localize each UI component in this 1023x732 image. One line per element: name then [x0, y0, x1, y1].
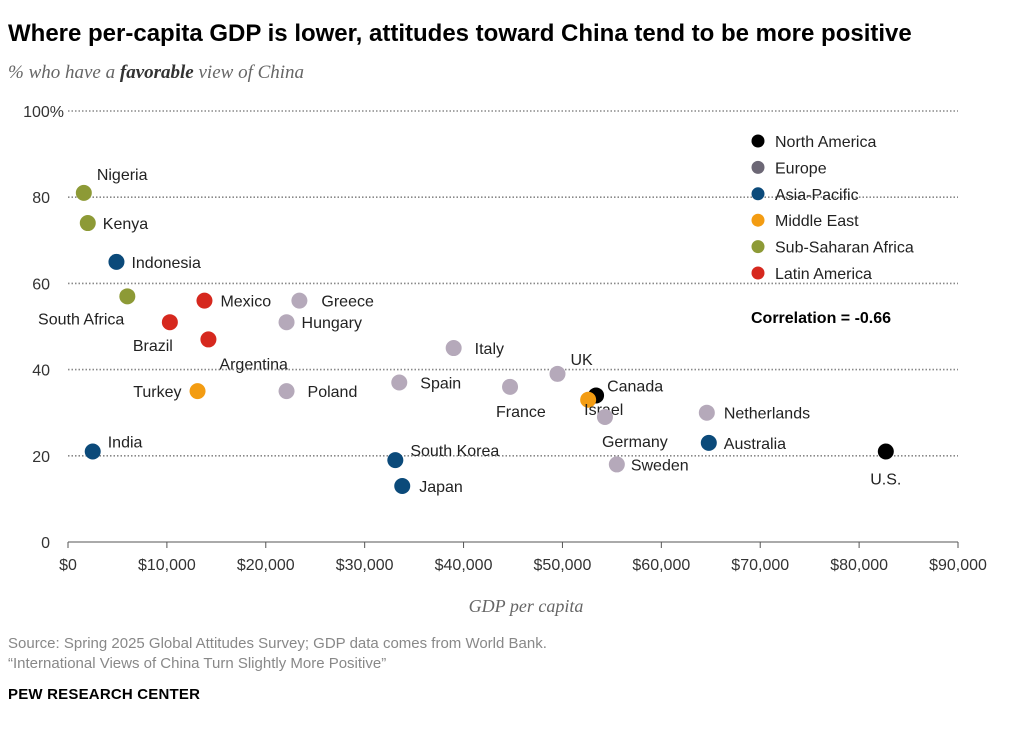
point-label-poland: Poland	[308, 384, 358, 401]
legend-label-north-america: North America	[775, 134, 876, 151]
point-kenya	[79, 215, 96, 232]
point-france	[502, 378, 519, 395]
point-label-netherlands: Netherlands	[724, 406, 810, 423]
point-south-korea	[387, 452, 404, 469]
subtitle-prefix: % who have a	[8, 62, 120, 83]
point-italy	[445, 340, 462, 357]
point-india	[84, 443, 101, 460]
org-name: PEW RESEARCH CENTER	[8, 686, 201, 703]
legend-label-sub-saharan-africa: Sub-Saharan Africa	[775, 240, 914, 257]
x-tick-label: $20,000	[237, 557, 295, 574]
point-u-s	[877, 443, 894, 460]
x-tick-label: $40,000	[435, 557, 493, 574]
legend-label-europe: Europe	[775, 160, 827, 177]
point-australia	[700, 434, 717, 451]
point-label-brazil: Brazil	[133, 338, 173, 355]
x-tick-label: $90,000	[929, 557, 987, 574]
point-label-indonesia: Indonesia	[131, 255, 200, 272]
chart-title: Where per-capita GDP is lower, attitudes…	[8, 20, 912, 47]
point-label-germany: Germany	[602, 434, 668, 451]
point-label-south-africa: South Africa	[38, 311, 124, 328]
point-label-italy: Italy	[475, 341, 504, 358]
x-tick-label: $80,000	[830, 557, 888, 574]
x-tick-label: $0	[59, 557, 77, 574]
x-tick-label: $70,000	[731, 557, 789, 574]
point-poland	[278, 383, 295, 400]
legend-marker-north-america	[751, 134, 765, 148]
point-south-africa	[119, 288, 136, 305]
point-label-turkey: Turkey	[133, 384, 181, 401]
x-tick-label: $60,000	[632, 557, 690, 574]
point-label-india: India	[108, 434, 143, 451]
report-title: “International Views of China Turn Sligh…	[8, 655, 387, 672]
y-tick-label: 100%	[23, 104, 64, 121]
x-tick-label: $50,000	[534, 557, 592, 574]
legend-label-asia-pacific: Asia-Pacific	[775, 187, 859, 204]
point-netherlands	[698, 404, 715, 421]
point-uk	[549, 365, 566, 382]
legend-marker-sub-saharan-africa	[751, 240, 765, 254]
subtitle-suffix: view of China	[193, 62, 305, 83]
source-note: Source: Spring 2025 Global Attitudes Sur…	[8, 634, 547, 674]
x-tick-label: $10,000	[138, 557, 196, 574]
point-label-hungary: Hungary	[302, 315, 362, 332]
legend-marker-asia-pacific	[751, 187, 765, 201]
point-label-sweden: Sweden	[631, 457, 689, 474]
scatter-chart: 0 20 40 60 80 100% $0 $10,000 $20,000 $30,000 $40,…	[23, 104, 987, 616]
point-indonesia	[108, 253, 125, 270]
point-label-argentina: Argentina	[219, 356, 288, 373]
point-sweden	[608, 456, 625, 473]
legend-label-latin-america: Latin America	[775, 266, 872, 283]
point-nigeria	[75, 184, 92, 201]
source-text: Source: Spring 2025 Global Attitudes Sur…	[8, 635, 547, 652]
y-tick-label: 60	[32, 276, 50, 293]
point-spain	[391, 374, 408, 391]
point-mexico	[196, 292, 213, 309]
point-label-uk: UK	[571, 352, 594, 369]
point-label-mexico: Mexico	[220, 294, 271, 311]
x-axis-title: GDP per capita	[469, 596, 584, 616]
legend-marker-middle-east	[751, 213, 765, 227]
point-japan	[394, 477, 411, 494]
point-label-u-s: U.S.	[870, 471, 901, 488]
legend-marker-europe	[751, 160, 765, 174]
point-label-south-korea: South Korea	[410, 443, 499, 460]
legend-marker-latin-america	[751, 266, 765, 280]
point-label-france: France	[496, 404, 546, 421]
y-tick-label: 80	[32, 190, 50, 207]
correlation-annotation: Correlation = -0.66	[751, 310, 891, 327]
point-label-greece: Greece	[321, 294, 374, 311]
point-brazil	[161, 314, 178, 331]
point-hungary	[278, 314, 295, 331]
point-label-nigeria: Nigeria	[97, 167, 148, 184]
point-turkey	[189, 383, 206, 400]
point-argentina	[200, 331, 217, 348]
y-tick-label: 0	[41, 535, 50, 552]
point-israel	[580, 391, 597, 408]
x-tick-label: $30,000	[336, 557, 394, 574]
point-label-australia: Australia	[724, 436, 786, 453]
legend-label-middle-east: Middle East	[775, 213, 859, 230]
point-label-kenya: Kenya	[103, 216, 148, 233]
point-greece	[291, 292, 308, 309]
y-tick-label: 40	[32, 363, 50, 380]
point-germany	[596, 409, 613, 426]
point-label-canada: Canada	[607, 378, 663, 395]
subtitle-emphasis: favorable	[119, 62, 194, 83]
chart-subtitle: % who have a favorable view of China	[8, 62, 304, 84]
point-label-spain: Spain	[420, 376, 461, 393]
point-label-japan: Japan	[419, 479, 463, 496]
y-tick-label: 20	[32, 449, 50, 466]
